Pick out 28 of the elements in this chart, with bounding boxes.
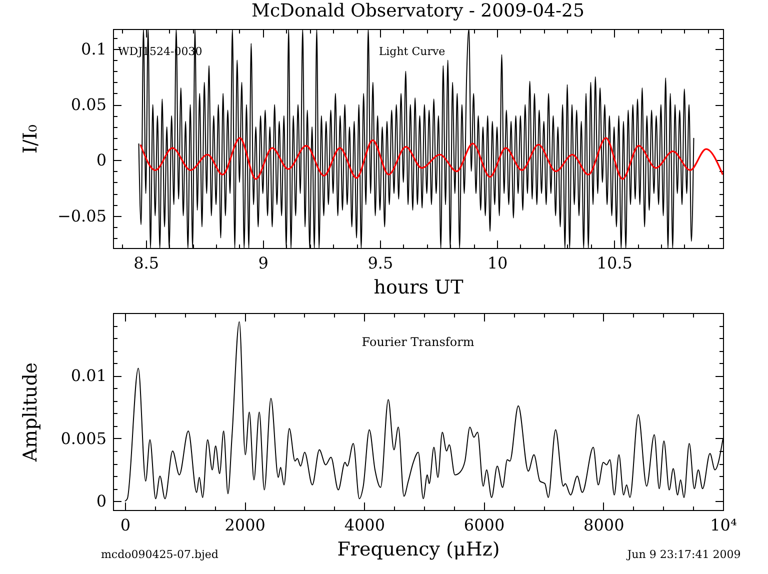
- x-tick-label: 9.5: [368, 254, 394, 272]
- x-axis-title: Frequency (μHz): [337, 538, 500, 560]
- y-tick-label: 0: [96, 150, 106, 170]
- y-tick-label: 0: [96, 492, 106, 511]
- y-tick-label: 0.01: [70, 366, 106, 386]
- x-tick-label: 2000: [224, 516, 266, 534]
- x-tick-label: 9: [258, 254, 268, 272]
- y-axis-title: I/I₀: [20, 124, 42, 154]
- x-tick-label: 10⁴: [710, 516, 737, 534]
- y-tick-label: 0.1: [81, 40, 106, 59]
- annotation: Light Curve: [378, 45, 446, 58]
- x-tick-label: 6000: [464, 516, 505, 534]
- y-tick-label: 0.05: [70, 95, 106, 114]
- annotation: Fourier Transform: [362, 335, 475, 349]
- x-axis-title: hours UT: [374, 276, 464, 298]
- text: Jun 9 23:17:41 2009: [626, 548, 741, 561]
- chart-title: McDonald Observatory - 2009-04-25: [252, 0, 584, 22]
- line-series: [140, 137, 723, 180]
- text: mcdo090425-07.bjed: [101, 548, 218, 561]
- x-tick-label: 10: [487, 254, 508, 272]
- y-axis-title: Amplitude: [20, 362, 42, 463]
- x-tick-label: 8.5: [134, 254, 160, 272]
- y-tick-label: −0.05: [57, 206, 106, 226]
- x-tick-label: 4000: [344, 516, 386, 534]
- x-tick-label: 8000: [584, 516, 624, 534]
- x-tick-label: 10.5: [596, 254, 632, 272]
- y-tick-label: 0.005: [60, 428, 106, 448]
- x-tick-label: 0: [120, 516, 131, 534]
